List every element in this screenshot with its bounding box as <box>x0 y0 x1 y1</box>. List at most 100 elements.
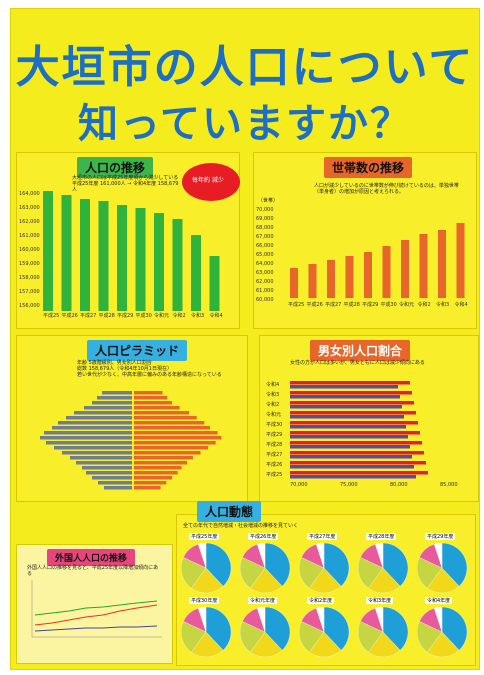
gender-x-tick: 75,000 <box>340 482 358 488</box>
pyramid-bar-female <box>134 426 210 430</box>
pie-year-label: 平成28年度 <box>366 533 397 540</box>
gender-row-label: 平成26 <box>266 461 282 468</box>
pie-slice <box>375 542 384 569</box>
pie-slice <box>368 631 401 658</box>
pie-slice <box>434 542 443 569</box>
household-category: 平成30 <box>381 301 397 308</box>
pie-slice <box>316 542 325 569</box>
pie-slice <box>250 631 283 658</box>
population-category: 令和4 <box>210 312 223 319</box>
poster-title-line1: 大垣市の人口について <box>15 42 475 93</box>
household-bar <box>290 268 298 298</box>
population-bubble <box>182 163 240 201</box>
population-bar <box>191 235 201 311</box>
population-y-tick: 161,000 <box>19 233 40 239</box>
gender-bar-female <box>290 391 412 395</box>
pie-slice <box>323 606 350 651</box>
pie-item: 令和2年度 <box>295 597 353 659</box>
gender-row-label: 平成30 <box>266 421 282 428</box>
foreign-note: 外国人人口の推移を見ると、平成25年度以降増加傾向にある <box>27 565 159 577</box>
gender-row-label: 平成25 <box>266 471 282 478</box>
pie-year-label: 令和4年度 <box>425 597 453 604</box>
population-bar <box>61 195 72 311</box>
pie-item: 令和3年度 <box>354 597 412 659</box>
household-bar <box>327 260 335 298</box>
pyramid-note: 年齢 5歳階級別、男女別人口割合 総数 158,679人（令和4年10月1日現在… <box>77 360 222 378</box>
pie-slice <box>382 606 409 651</box>
pyramid-bar-male <box>54 446 132 450</box>
household-bar <box>401 240 409 298</box>
pie-grid: 平成25年度 平成26年度 平成27年度 平成28年度 平成29年度 平成30年度 令和元年… <box>177 533 475 663</box>
pie-slice <box>427 567 460 594</box>
pyramid-bar-female <box>134 441 216 445</box>
population-y-tick: 163,000 <box>19 205 40 211</box>
pyramid-bar-male <box>104 486 132 490</box>
household-y-tick: 65,000 <box>256 252 274 258</box>
pie-chart <box>298 606 350 658</box>
population-bubble-text: 毎年約 減少 <box>192 177 224 184</box>
gender-bar-female <box>290 431 420 435</box>
gender-bar-female <box>290 471 428 475</box>
household-bar <box>345 256 354 298</box>
household-bar <box>438 230 446 298</box>
population-category: 令和元 <box>154 312 169 319</box>
gender-row-label: 平成27 <box>266 451 282 458</box>
pie-year-label: 平成27年度 <box>307 533 338 540</box>
household-y-tick: 70,000 <box>256 207 274 213</box>
household-y-tick: 68,000 <box>256 225 274 231</box>
population-bar <box>98 201 109 311</box>
pie-slice <box>198 606 207 633</box>
population-y-tick: 160,000 <box>19 247 40 253</box>
population-category: 平成30 <box>136 312 152 319</box>
household-bar <box>382 246 391 298</box>
pie-item: 平成30年度 <box>177 597 235 659</box>
pie-chart <box>416 606 468 658</box>
pie-slice <box>427 631 460 658</box>
pyramid-bar-male <box>70 456 132 460</box>
pyramid-bar-male <box>58 421 132 425</box>
gender-x-tick: 85,000 <box>440 482 458 488</box>
population-bar <box>172 219 183 311</box>
household-y-tick: 67,000 <box>256 234 274 240</box>
pie-item: 平成27年度 <box>295 533 353 595</box>
pie-slice <box>205 542 232 587</box>
household-category: 平成26 <box>307 301 323 308</box>
household-y-tick: 66,000 <box>256 243 274 249</box>
household-y-tick: 63,000 <box>256 270 274 276</box>
pie-slice <box>309 567 342 594</box>
pie-slice <box>264 606 291 651</box>
pie-slice <box>198 542 207 569</box>
foreign-panel: 外国人人口の推移 外国人人口の推移を見ると、平成25年度以降増加傾向にある <box>16 544 173 664</box>
pie-slice <box>382 542 409 587</box>
gender-row-label: 平成28 <box>266 441 282 448</box>
pie-year-label: 平成29年度 <box>425 533 456 540</box>
pie-year-label: 平成30年度 <box>189 597 220 604</box>
gender-row-label: 令和元 <box>266 411 281 418</box>
pie-slice <box>441 542 468 587</box>
population-category: 令和2 <box>173 312 186 319</box>
gender-row-label: 令和2 <box>266 401 279 408</box>
gender-bar-female <box>290 401 414 405</box>
households-panel: 世帯数の推移 人口が減少しているのに世帯数が伸び続けているのは、単独世帯（単身者… <box>253 152 477 329</box>
household-category: 令和2 <box>418 301 431 308</box>
pyramid-bar-female <box>134 401 172 405</box>
pie-slice <box>205 606 232 651</box>
gender-bar-female <box>290 451 424 455</box>
pie-slice <box>316 606 325 633</box>
households-unit: （世帯） <box>258 198 279 204</box>
pyramid-bar-female <box>134 466 182 470</box>
population-category: 平成28 <box>99 312 115 319</box>
population-y-tick: 164,000 <box>19 191 40 197</box>
pie-item: 令和4年度 <box>413 597 471 659</box>
gender-bar-male <box>290 425 406 429</box>
gender-bar-female <box>290 411 416 415</box>
poster-title-line2: 知っていますか？ <box>78 101 412 147</box>
gender-bar-male <box>290 475 416 479</box>
household-category: 令和元 <box>399 301 414 308</box>
pie-slice <box>375 606 384 633</box>
pyramid-bar-female <box>134 446 209 450</box>
population-category: 平成25 <box>43 312 59 319</box>
household-y-tick: 64,000 <box>256 261 274 267</box>
gender-bar-female <box>290 381 410 385</box>
